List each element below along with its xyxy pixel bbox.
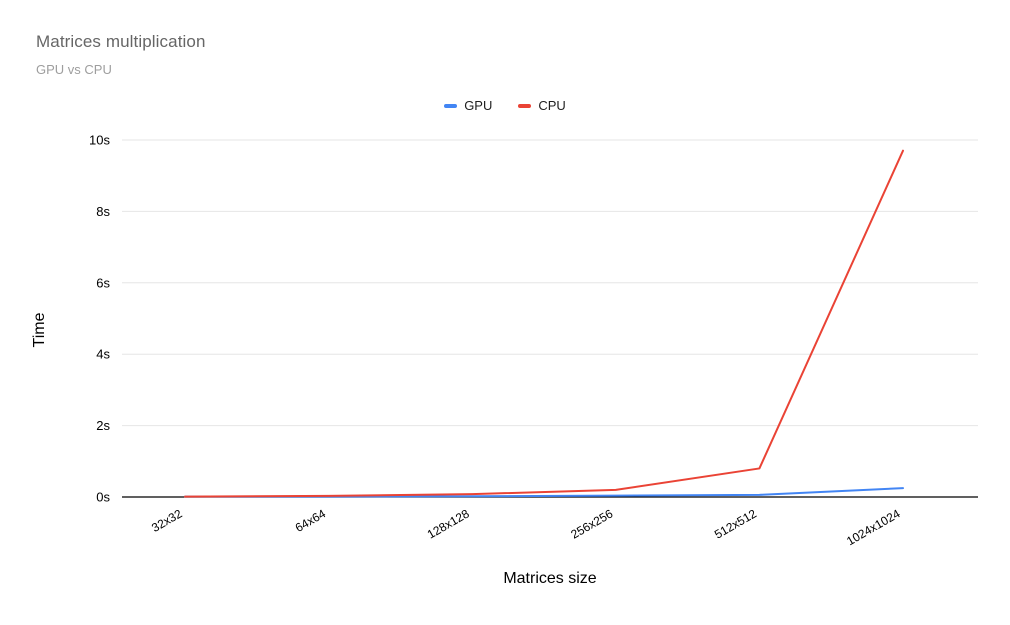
y-tick-label: 2s [96,418,110,433]
legend-swatch-cpu [518,103,532,108]
legend-label-cpu: CPU [538,98,566,113]
y-tick-label: 4s [96,347,110,362]
legend-item-gpu: GPU [444,98,492,113]
x-category-label: 32x32 [149,506,185,535]
x-category-label: 256x256 [568,506,615,541]
y-tick-label: 8s [96,204,110,219]
chart-subtitle: GPU vs CPU [36,62,112,77]
y-tick-label: 0s [96,490,110,505]
legend-item-cpu: CPU [518,98,566,113]
x-category-label: 64x64 [293,506,329,535]
y-tick-label: 10s [89,133,110,148]
x-category-label: 1024x1024 [844,506,903,548]
series-line-cpu [184,149,904,498]
x-category-label: 128x128 [425,506,472,541]
x-category-label: 512x512 [712,506,759,541]
y-axis-title: Time [31,312,48,348]
chart-title: Matrices multiplication [36,32,206,51]
legend-label-gpu: GPU [464,98,493,113]
x-axis-title: Matrices size [503,570,597,587]
legend: GPU CPU [0,98,1010,113]
legend-swatch-gpu [444,103,458,108]
y-tick-label: 6s [96,275,110,290]
